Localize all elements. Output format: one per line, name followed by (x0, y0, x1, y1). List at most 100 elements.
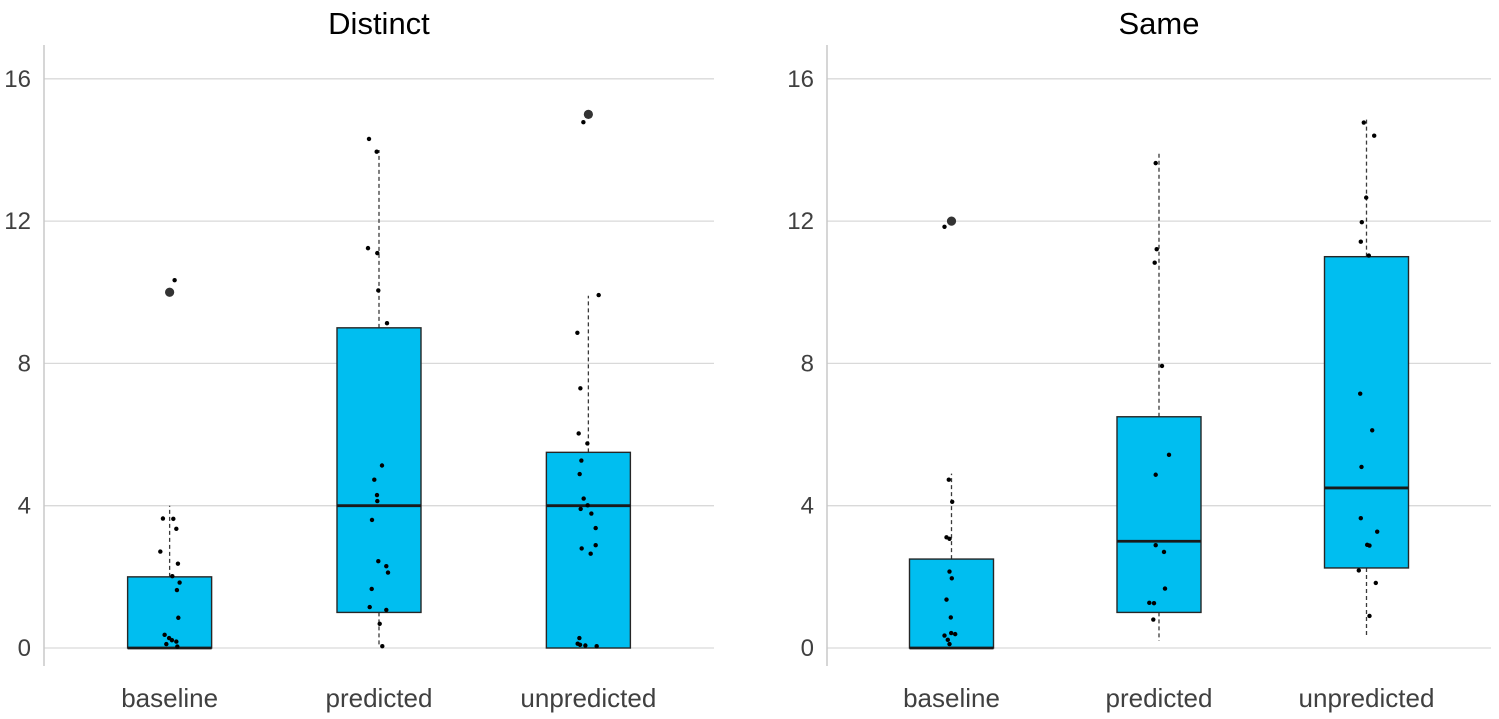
jitter-point (579, 458, 584, 463)
jitter-point (374, 492, 380, 498)
jitter-point (374, 149, 379, 154)
y-tick-label: 4 (801, 493, 814, 520)
y-tick-label: 12 (4, 208, 31, 235)
jitter-point (596, 292, 601, 298)
jitter-point (1364, 195, 1369, 200)
jitter-point (1358, 391, 1363, 396)
jitter-point (380, 644, 385, 649)
jitter-point (174, 587, 180, 593)
panel-title: Distinct (328, 6, 430, 41)
y-tick-label: 16 (4, 66, 31, 93)
jitter-point (1153, 472, 1158, 477)
jitter-point (1367, 613, 1372, 619)
jitter-point (946, 477, 951, 482)
jitter-point (1358, 515, 1364, 521)
x-category-label-baseline: baseline (121, 683, 218, 713)
outlier-point (165, 287, 175, 297)
jitter-point (594, 644, 599, 649)
jitter-point (578, 386, 583, 391)
jitter-point (1361, 120, 1367, 125)
jitter-point (1153, 160, 1158, 166)
jitter-point (585, 503, 590, 508)
jitter-point (949, 576, 954, 581)
jitter-point (942, 224, 947, 229)
jitter-point (169, 637, 175, 643)
jitter-point (1154, 247, 1159, 252)
jitter-point (175, 644, 180, 649)
jitter-point (579, 546, 584, 551)
jitter-point (365, 245, 371, 251)
jitter-point (947, 569, 952, 574)
outlier-point (583, 109, 593, 119)
box-predicted (336, 327, 422, 614)
x-category-label-unpredicted: unpredicted (520, 683, 656, 713)
jitter-point (164, 641, 169, 647)
jitter-point (1359, 464, 1364, 470)
jitter-point (384, 563, 389, 569)
jitter-point (1162, 586, 1168, 591)
jitter-point (589, 511, 594, 516)
jitter-point (160, 516, 166, 521)
jitter-point (593, 525, 598, 531)
y-tick-label: 4 (18, 493, 31, 520)
jitter-point (593, 542, 598, 548)
jitter-point (372, 477, 377, 482)
jitter-point (384, 607, 389, 613)
jitter-point (172, 277, 177, 283)
jitter-point (576, 431, 581, 436)
y-tick-label: 8 (801, 350, 814, 377)
jitter-point (1359, 219, 1365, 225)
jitter-point (1147, 600, 1152, 606)
jitter-point (945, 637, 950, 643)
y-tick-label: 0 (18, 635, 31, 662)
jitter-point (947, 641, 952, 647)
jitter-point (1373, 580, 1379, 586)
jitter-point (158, 549, 163, 554)
jitter-point (581, 496, 586, 501)
panel-title: Same (1119, 6, 1200, 41)
jitter-point (377, 621, 382, 627)
x-category-label-predicted: predicted (326, 683, 433, 713)
jitter-point (581, 120, 586, 125)
jitter-point (177, 580, 182, 585)
jitter-point (953, 631, 958, 637)
jitter-point (367, 604, 372, 610)
jitter-point (376, 288, 381, 293)
jitter-point (375, 498, 380, 504)
jitter-point (1367, 543, 1372, 548)
box-unpredicted (545, 451, 632, 649)
jitter-point (376, 558, 381, 564)
x-category-label-unpredicted: unpredicted (1299, 683, 1435, 713)
jitter-point (585, 441, 590, 446)
jitter-point (1161, 549, 1167, 555)
jitter-point (1152, 260, 1157, 265)
jitter-point (384, 321, 390, 326)
jitter-point (1366, 253, 1372, 258)
jitter-point (1153, 542, 1158, 548)
jitter-point (1151, 600, 1157, 606)
box-predicted (1116, 416, 1202, 614)
jitter-point (949, 630, 954, 636)
jitter-point (950, 499, 955, 504)
jitter-point (174, 639, 179, 644)
jitter-point (588, 551, 593, 556)
x-category-label-baseline: baseline (903, 683, 1000, 713)
jitter-point (577, 635, 582, 641)
jitter-point (944, 597, 949, 602)
jitter-point (1356, 568, 1362, 573)
jitter-point (369, 586, 374, 592)
y-tick-label: 0 (801, 635, 814, 662)
x-category-label-predicted: predicted (1106, 683, 1213, 713)
jitter-point (1151, 617, 1156, 622)
jitter-point (1375, 529, 1380, 534)
jitter-point (385, 570, 391, 575)
jitter-point (366, 136, 372, 142)
jitter-point (170, 573, 175, 579)
box-unpredicted (1323, 255, 1410, 569)
jitter-point (1358, 239, 1364, 244)
jitter-point (1159, 363, 1165, 369)
jitter-point (578, 506, 583, 512)
y-tick-label: 12 (787, 208, 814, 235)
jitter-point (174, 526, 179, 532)
